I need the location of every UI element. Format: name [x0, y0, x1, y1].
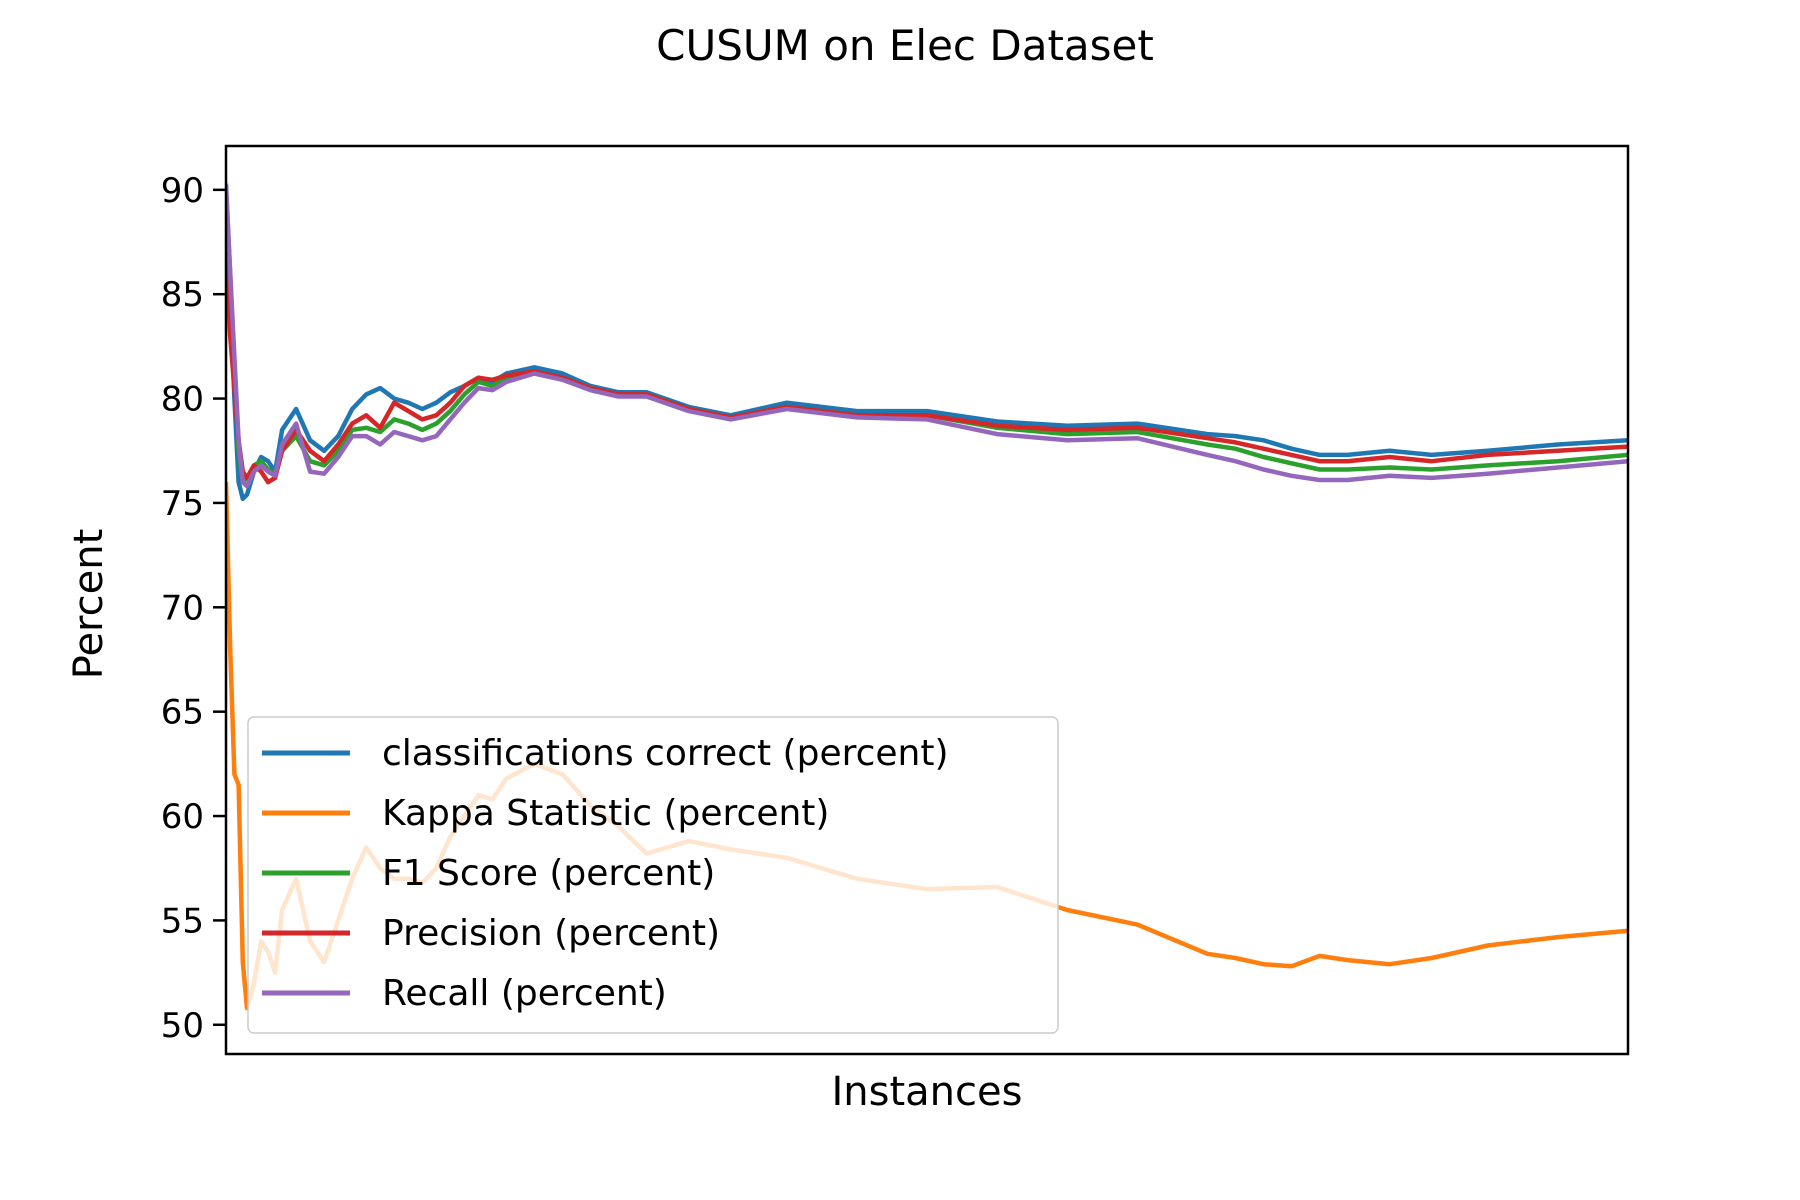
y-tick-label: 80 — [161, 380, 204, 420]
legend: classifications correct (percent) Kappa S… — [247, 716, 1059, 1034]
legend-label-3: F1 Score (percent) — [382, 853, 715, 894]
y-axis-label: Percent — [66, 529, 112, 680]
legend-box — [247, 716, 1059, 1034]
y-tick-label: 60 — [161, 797, 204, 837]
y-tick-label: 50 — [161, 1006, 204, 1046]
series-line-5 — [226, 183, 1628, 489]
legend-items: classifications correct (percent) Kappa S… — [262, 733, 949, 1014]
series-line-4 — [226, 252, 1628, 485]
y-tick-label: 90 — [161, 171, 204, 211]
chart-title: CUSUM on Elec Dataset — [656, 21, 1154, 70]
legend-label-4: Precision (percent) — [382, 913, 720, 954]
x-axis-label: Instances — [832, 1069, 1023, 1115]
y-tick-label: 55 — [161, 901, 204, 941]
plot-frame — [224, 144, 1630, 1056]
y-tick-label: 70 — [161, 588, 204, 628]
y-axis: 50 55 60 65 70 75 80 85 90 — [161, 171, 226, 1046]
y-tick-label: 85 — [161, 275, 204, 315]
legend-label-1: classifications correct (percent) — [382, 733, 949, 774]
y-tick-label: 75 — [161, 484, 204, 524]
legend-label-5: Recall (percent) — [382, 973, 667, 1014]
legend-label-2: Kappa Statistic (percent) — [382, 793, 829, 834]
y-tick-label: 65 — [161, 693, 204, 733]
